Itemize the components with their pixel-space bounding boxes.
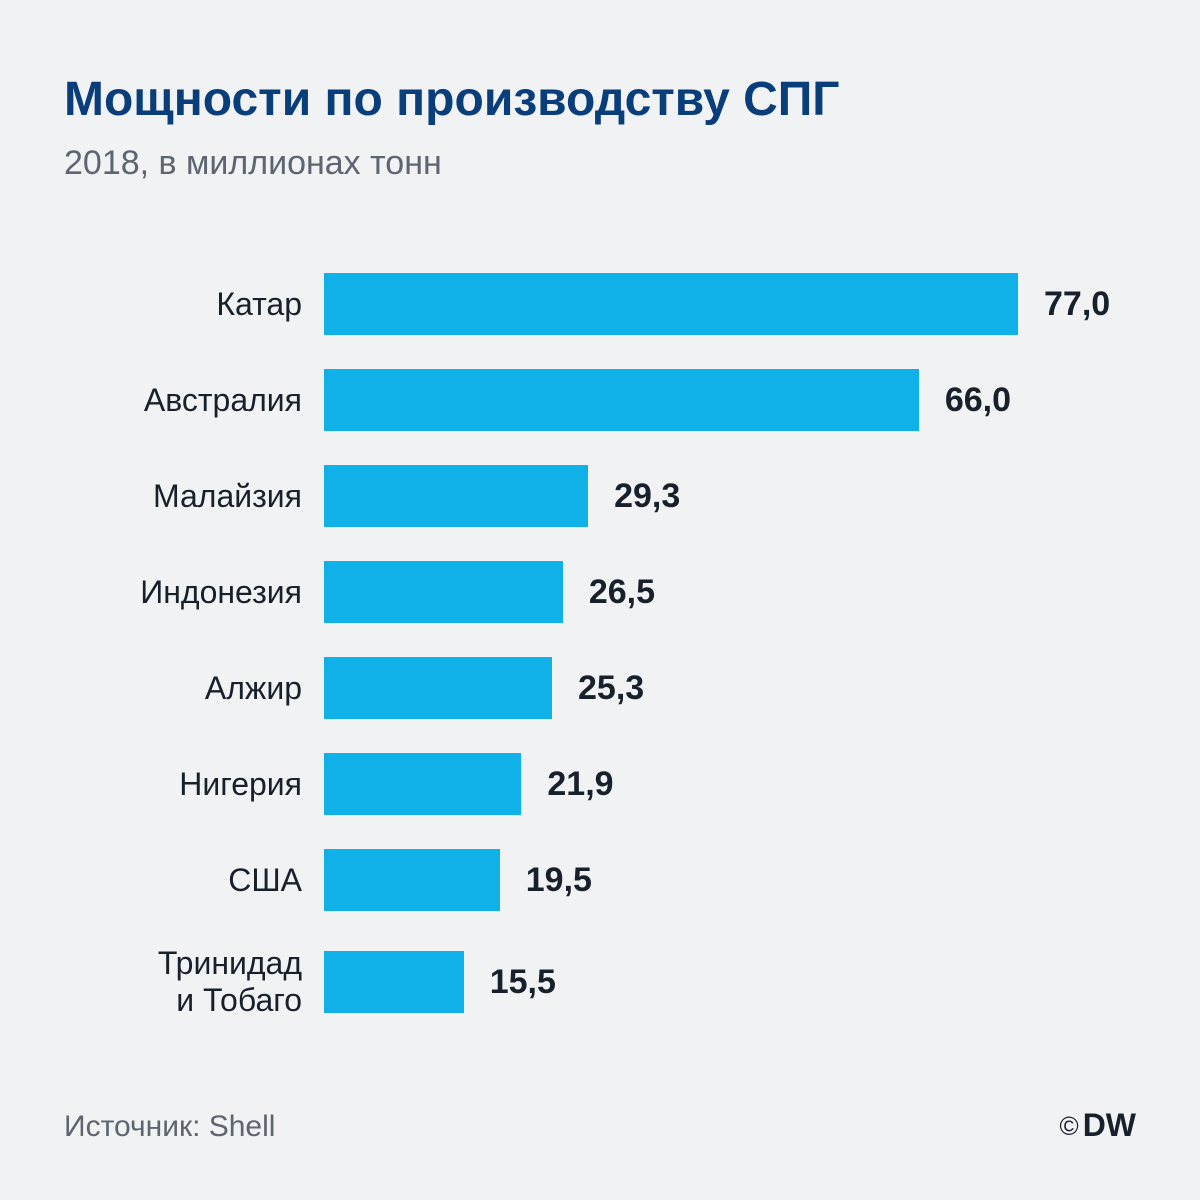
copyright-label: ©DW <box>1060 1107 1136 1144</box>
bar-track: 15,5 <box>324 951 1136 1013</box>
chart-footer: Источник: Shell ©DW <box>64 1107 1136 1144</box>
category-label: Тринидади Тобаго <box>64 945 324 1019</box>
category-label: Катар <box>64 286 324 323</box>
category-label: США <box>64 862 324 899</box>
copyright-symbol: © <box>1060 1111 1079 1141</box>
bar <box>324 657 552 719</box>
bar <box>324 753 521 815</box>
chart-title: Мощности по производству СПГ <box>64 72 1136 127</box>
bar <box>324 849 500 911</box>
bar-track: 19,5 <box>324 849 1136 911</box>
value-label: 15,5 <box>490 963 556 1002</box>
bar-row: Малайзия 29,3 <box>64 465 1136 527</box>
category-label: Австралия <box>64 382 324 419</box>
value-label: 66,0 <box>945 381 1011 420</box>
category-label: Нигерия <box>64 766 324 803</box>
bar-row: Индонезия 26,5 <box>64 561 1136 623</box>
bar-track: 26,5 <box>324 561 1136 623</box>
chart-container: Мощности по производству СПГ 2018, в мил… <box>0 0 1200 1200</box>
value-label: 77,0 <box>1044 285 1110 324</box>
bar <box>324 561 563 623</box>
value-label: 29,3 <box>614 477 680 516</box>
bar-track: 66,0 <box>324 369 1136 431</box>
copyright-text: DW <box>1083 1107 1136 1143</box>
value-label: 21,9 <box>547 765 613 804</box>
bars-area: Катар 77,0 Австралия 66,0 Малайзия 29,3 Индоне… <box>64 273 1136 1019</box>
value-label: 25,3 <box>578 669 644 708</box>
value-label: 19,5 <box>526 861 592 900</box>
bar-row: Австралия 66,0 <box>64 369 1136 431</box>
category-label: Малайзия <box>64 478 324 515</box>
bar-track: 21,9 <box>324 753 1136 815</box>
bar <box>324 465 588 527</box>
bar-track: 77,0 <box>324 273 1136 335</box>
value-label: 26,5 <box>589 573 655 612</box>
bar <box>324 951 464 1013</box>
bar-row: Тринидади Тобаго 15,5 <box>64 945 1136 1019</box>
chart-subtitle: 2018, в миллионах тонн <box>64 141 1136 185</box>
bar-row: Катар 77,0 <box>64 273 1136 335</box>
source-label: Источник: Shell <box>64 1110 275 1144</box>
bar <box>324 369 919 431</box>
bar-track: 29,3 <box>324 465 1136 527</box>
bar-row: США 19,5 <box>64 849 1136 911</box>
category-label: Алжир <box>64 670 324 707</box>
bar-row: Алжир 25,3 <box>64 657 1136 719</box>
bar <box>324 273 1018 335</box>
category-label: Индонезия <box>64 574 324 611</box>
bar-row: Нигерия 21,9 <box>64 753 1136 815</box>
bar-track: 25,3 <box>324 657 1136 719</box>
